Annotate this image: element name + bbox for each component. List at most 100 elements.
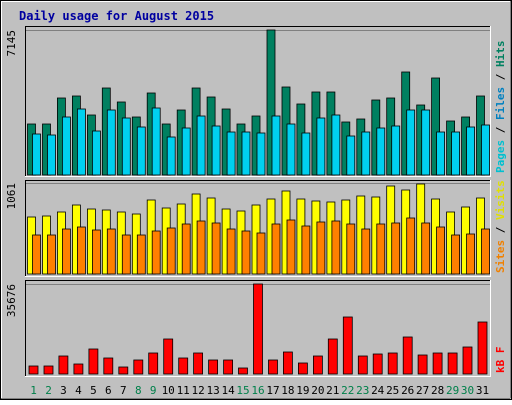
x-tick-label-day-22: 22	[341, 384, 354, 397]
x-tick-label-day-23: 23	[356, 384, 369, 397]
bar-kbytes-kb-f-15	[238, 367, 248, 375]
y-max-label-kbytes: 35676	[5, 284, 18, 317]
bar-kbytes-kb-f-26	[402, 336, 413, 375]
x-tick-label-day-2: 2	[45, 384, 52, 397]
legend-entry: /	[494, 220, 507, 240]
bar-visits-sites-28	[436, 226, 446, 275]
legend-entry: Pages	[494, 140, 507, 173]
bar-hits-files-5	[92, 130, 101, 176]
x-tick-label-day-20: 20	[311, 384, 324, 397]
legend-entry: Files	[494, 87, 507, 120]
bar-visits-sites-19	[301, 225, 311, 275]
bar-hits-files-19	[301, 132, 311, 176]
bar-hits-files-8	[136, 126, 146, 176]
x-tick-label-day-10: 10	[162, 384, 175, 397]
bar-hits-files-12	[196, 115, 206, 176]
bar-kbytes-kb-f-28	[432, 352, 443, 375]
chart-panels: 7145 Pages / Files / Hits 1061 Sites / Visi…	[5, 26, 507, 377]
panel-hits: 7145 Pages / Files / Hits	[5, 26, 507, 177]
bar-hits-files-2	[47, 134, 56, 176]
bar-kbytes-kb-f-12	[193, 352, 204, 375]
x-tick-label-day-27: 27	[416, 384, 429, 397]
bar-visits-sites-16	[256, 232, 266, 275]
bar-visits-sites-14	[226, 228, 236, 275]
x-axis-tick-labels: 1 2 3 4 5 6 7 8 9 10 11 12 13 14 15 16 17 18 19 20 21 22 23 24 2…	[30, 384, 489, 397]
x-tick-label-day-25: 25	[386, 384, 399, 397]
bar-kbytes-kb-f-7	[118, 366, 129, 375]
bar-hits-files-11	[181, 127, 191, 176]
panel-kbytes: 35676 kB F	[5, 280, 507, 377]
bar-hits-files-6	[106, 109, 116, 176]
bar-visits-sites-25	[391, 222, 401, 275]
bar-visits-sites-10	[166, 227, 176, 275]
bar-hits-files-7	[121, 117, 131, 176]
bar-hits-files-28	[436, 131, 446, 176]
x-tick-label-day-26: 26	[401, 384, 414, 397]
x-tick-label-day-7: 7	[120, 384, 127, 397]
bar-visits-sites-29	[451, 234, 461, 275]
bar-kbytes-kb-f-9	[148, 352, 159, 375]
bar-kbytes-kb-f-2	[43, 365, 54, 375]
legend-entry: /	[494, 67, 507, 87]
bar-kbytes-kb-f-11	[178, 357, 189, 375]
bar-visits-sites-9	[151, 230, 161, 275]
bar-hits-hits-17	[266, 29, 276, 176]
bar-hits-files-27	[421, 109, 431, 176]
bar-hits-files-24	[376, 127, 386, 176]
bar-kbytes-kb-f-24	[372, 353, 383, 375]
bar-visits-sites-5	[92, 229, 101, 275]
legend-kbytes: kB F	[494, 347, 507, 374]
bar-visits-sites-3	[62, 228, 71, 275]
bar-hits-files-21	[331, 114, 341, 176]
bar-kbytes-kb-f-27	[417, 354, 428, 375]
bar-kbytes-kb-f-23	[357, 355, 368, 375]
bar-visits-sites-23	[361, 228, 371, 275]
bar-visits-sites-11	[181, 223, 191, 275]
bar-visits-sites-20	[316, 221, 326, 275]
legend-entry: kB F	[494, 347, 507, 374]
bar-kbytes-kb-f-4	[73, 363, 84, 375]
x-tick-label-day-31: 31	[476, 384, 489, 397]
x-tick-label-day-17: 17	[266, 384, 279, 397]
bar-kbytes-kb-f-29	[447, 352, 458, 375]
bar-hits-files-18	[286, 123, 296, 176]
bar-visits-sites-12	[196, 220, 206, 275]
bar-visits-sites-1	[32, 234, 41, 275]
bar-kbytes-kb-f-17	[268, 359, 278, 375]
bar-hits-files-31	[481, 124, 490, 176]
bar-hits-files-4	[77, 108, 86, 176]
bar-hits-files-16	[256, 132, 266, 176]
bar-hits-files-15	[241, 131, 251, 176]
bar-kbytes-kb-f-6	[103, 357, 114, 375]
bar-visits-sites-13	[211, 222, 221, 275]
x-tick-label-day-28: 28	[431, 384, 444, 397]
bar-hits-files-17	[271, 115, 281, 176]
legend-hits: Pages / Files / Hits	[494, 41, 507, 174]
x-tick-label-day-8: 8	[135, 384, 142, 397]
bar-kbytes-kb-f-5	[88, 348, 99, 375]
bar-hits-files-10	[166, 136, 176, 176]
x-tick-label-day-4: 4	[75, 384, 82, 397]
bar-hits-files-23	[361, 131, 371, 176]
bar-visits-sites-2	[47, 234, 56, 275]
x-tick-label-day-18: 18	[281, 384, 294, 397]
bar-kbytes-kb-f-1	[28, 365, 39, 375]
bar-kbytes-kb-f-31	[477, 321, 488, 375]
bar-visits-sites-7	[121, 234, 131, 275]
bar-visits-sites-15	[241, 230, 251, 275]
bar-visits-sites-31	[481, 228, 490, 275]
panel-visits: 1061 Sites / Visits	[5, 180, 507, 277]
bar-hits-files-1	[32, 133, 41, 176]
bar-kbytes-kb-f-18	[282, 351, 293, 375]
x-tick-label-day-11: 11	[177, 384, 190, 397]
bar-visits-sites-27	[421, 222, 431, 275]
bar-kbytes-kb-f-20	[312, 355, 323, 375]
bar-kbytes-kb-f-22	[342, 316, 353, 375]
bar-visits-sites-22	[346, 223, 356, 275]
y-max-label-hits: 7145	[5, 30, 18, 57]
bar-kbytes-kb-f-3	[58, 355, 69, 375]
y-max-label-visits: 1061	[5, 183, 18, 210]
bar-hits-files-30	[466, 126, 476, 176]
